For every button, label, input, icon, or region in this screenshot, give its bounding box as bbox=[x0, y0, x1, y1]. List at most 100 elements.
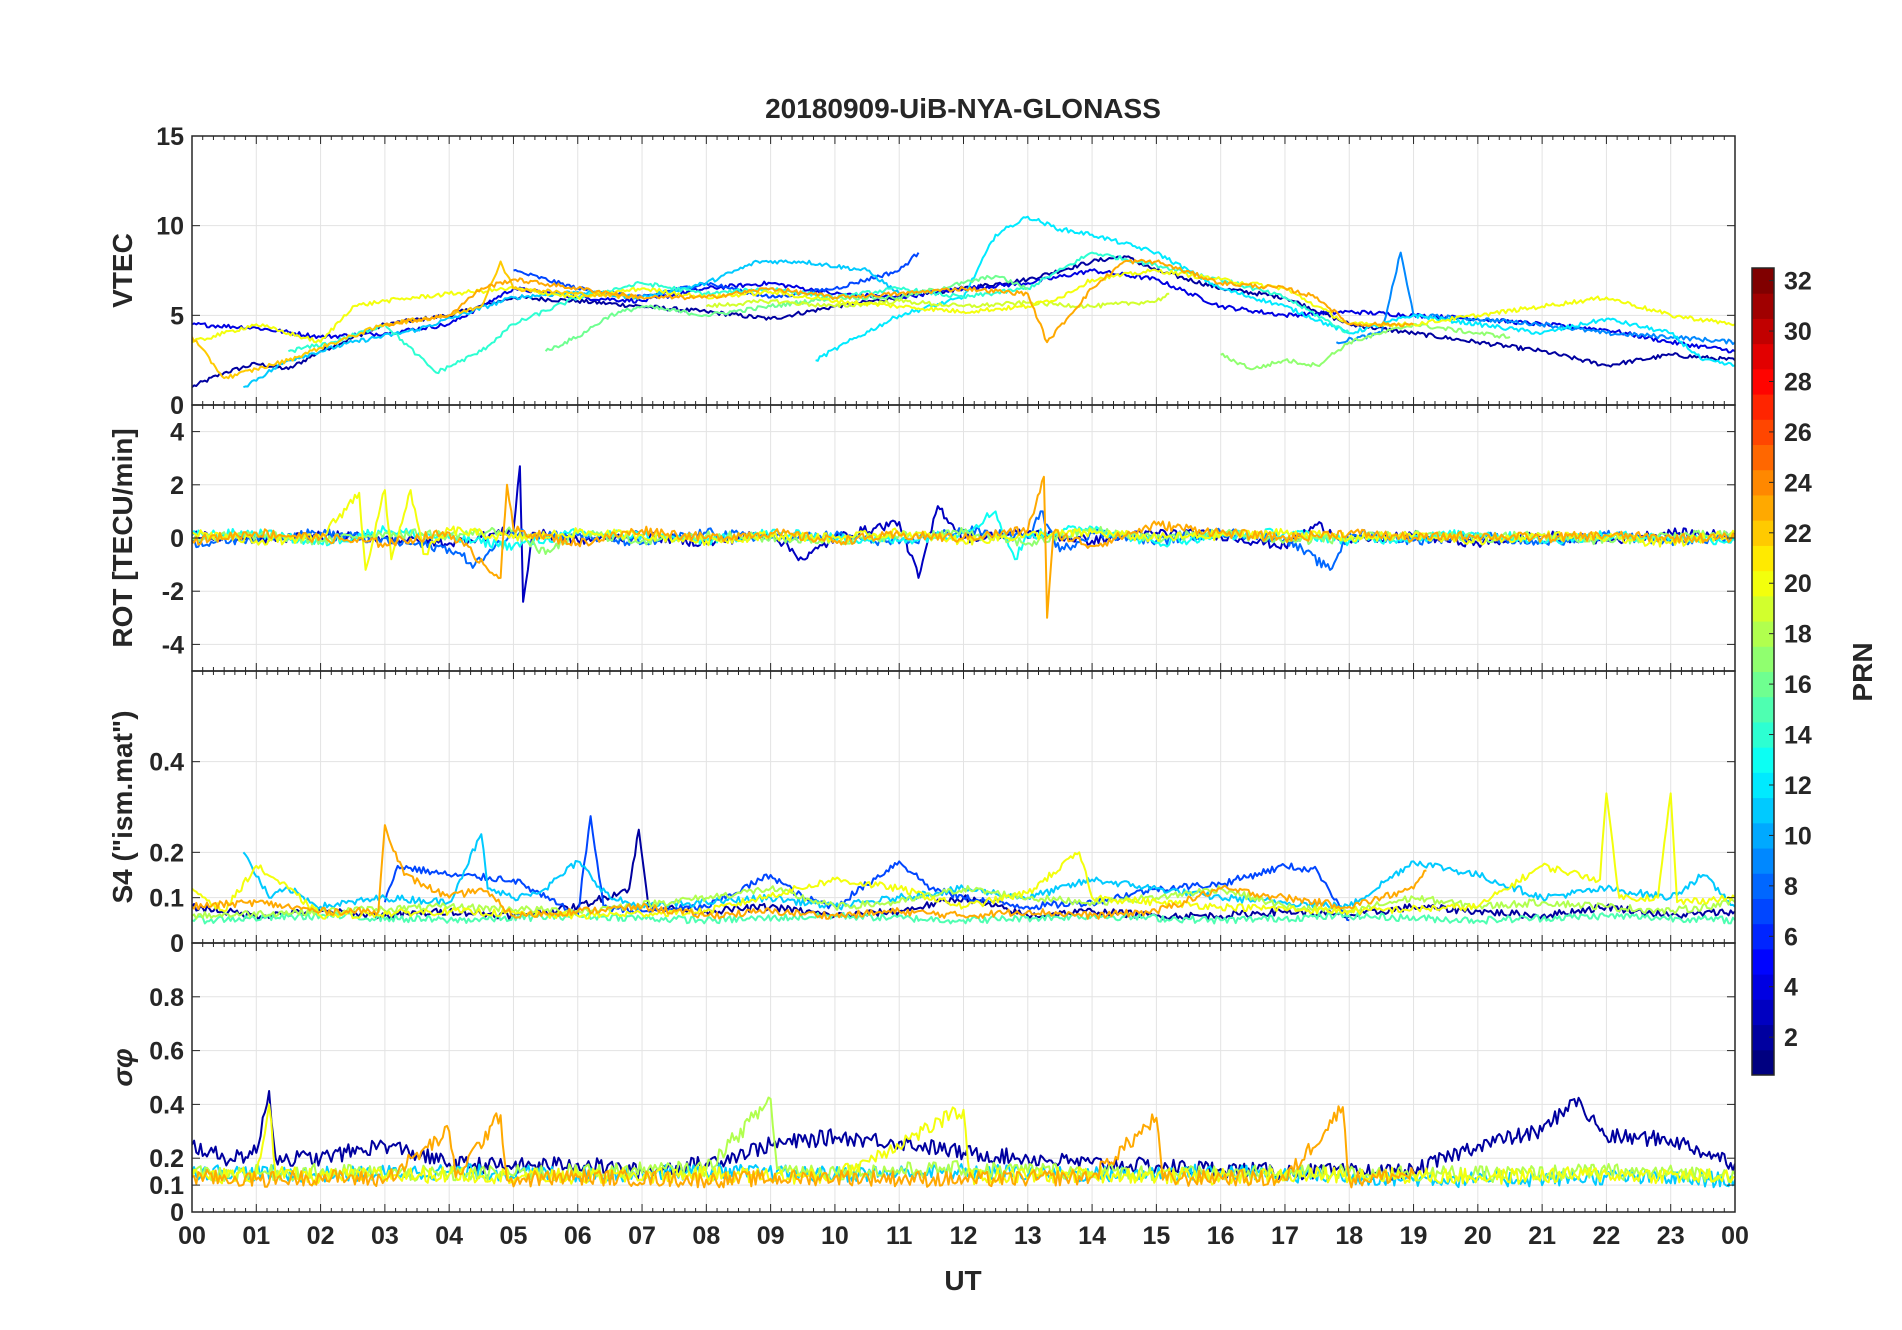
x-tick-label: 23 bbox=[1657, 1222, 1685, 1250]
colorbar-bin-prn-11 bbox=[1752, 797, 1774, 824]
colorbar-tick-label: 20 bbox=[1784, 570, 1812, 598]
x-tick-label: 10 bbox=[821, 1222, 849, 1250]
series-line-prn-23 bbox=[192, 475, 1735, 619]
y-tick-label: 0.4 bbox=[149, 749, 184, 777]
x-tick-label: 07 bbox=[628, 1222, 656, 1250]
colorbar-bin-prn-22 bbox=[1752, 520, 1774, 546]
series-line-prn-23 bbox=[192, 1105, 1415, 1189]
colorbar-bin-prn-19 bbox=[1752, 595, 1774, 622]
y-axis-label-vtec: VTEC bbox=[107, 233, 138, 308]
colorbar-bin-prn-28 bbox=[1752, 368, 1774, 395]
colorbar-bin-prn-2 bbox=[1752, 1024, 1774, 1051]
colorbar-tick-label: 30 bbox=[1784, 318, 1812, 346]
panel-sigma_phi: 00.10.2 0.4 0.6 0.8 σφ 00 01 02 03 04 05 06 07 08 09 10… bbox=[107, 942, 1749, 1250]
y-tick-label: 0.6 bbox=[149, 1038, 184, 1066]
panel-rot: -4 -2 0 2 4 ROT [TECU/min] bbox=[107, 404, 1736, 672]
x-tick-label: 14 bbox=[1078, 1222, 1106, 1250]
colorbar-tick-label: 10 bbox=[1784, 822, 1812, 850]
x-tick-label: 12 bbox=[950, 1222, 978, 1250]
x-tick-label: 19 bbox=[1400, 1222, 1428, 1250]
x-axis-label: UT bbox=[944, 1265, 981, 1296]
x-tick-label: 11 bbox=[886, 1222, 913, 1250]
colorbar-bin-prn-1 bbox=[1752, 1049, 1774, 1076]
colorbar-tick-label: 6 bbox=[1784, 923, 1798, 951]
y-axis-label-s4: S4 ("ism.mat") bbox=[107, 710, 138, 903]
y-tick-label: 0.4 bbox=[149, 1091, 184, 1119]
y-axis-label-rot: ROT [TECU/min] bbox=[107, 428, 138, 647]
colorbar-frame bbox=[1751, 267, 1775, 1076]
y-tick-label: 0.2 bbox=[149, 1145, 184, 1173]
x-tick-label: 16 bbox=[1207, 1222, 1235, 1250]
x-tick-label: 13 bbox=[1014, 1222, 1042, 1250]
colorbar-bin-prn-23 bbox=[1752, 494, 1774, 521]
y-tick-label: 0 bbox=[170, 525, 184, 553]
colorbar-bin-prn-29 bbox=[1752, 343, 1774, 370]
panel-s4: 0 0.1 0.2 0.4 S4 ("ism.mat") bbox=[107, 670, 1736, 958]
series-line-prn-7 bbox=[383, 815, 1350, 922]
colorbar-bin-prn-27 bbox=[1752, 394, 1774, 420]
x-tick-label: 00 bbox=[1721, 1222, 1749, 1250]
colorbar-tick-label: 22 bbox=[1784, 520, 1812, 548]
colorbar-bin-prn-15 bbox=[1752, 696, 1774, 723]
colorbar-bin-prn-7 bbox=[1752, 898, 1774, 925]
series-line-prn-20 bbox=[192, 1103, 1735, 1186]
x-tick-label: 01 bbox=[242, 1222, 270, 1250]
y-tick-label: -2 bbox=[162, 578, 184, 606]
colorbar-tick-label: 8 bbox=[1784, 873, 1798, 901]
colorbar-bin-prn-3 bbox=[1752, 999, 1774, 1026]
x-tick-label: 05 bbox=[500, 1222, 528, 1250]
y-tick-label: 0 bbox=[170, 392, 184, 420]
series-line-prn-11 bbox=[243, 259, 901, 389]
colorbar-bin-prn-25 bbox=[1752, 444, 1774, 471]
colorbar-tick-label: 16 bbox=[1784, 671, 1812, 699]
y-tick-label: 0 bbox=[170, 930, 184, 958]
series-line-prn-2 bbox=[192, 1090, 1735, 1181]
series-line-prn-15 bbox=[192, 911, 1735, 925]
series-line-prn-20 bbox=[192, 792, 1735, 920]
colorbar-tick-label: 28 bbox=[1784, 368, 1812, 396]
y-tick-label: 0.8 bbox=[149, 984, 184, 1012]
series-group-vtec bbox=[192, 215, 1735, 389]
y-axis-label-sigma_phi: σφ bbox=[107, 1048, 138, 1086]
y-tick-label: 10 bbox=[156, 213, 184, 241]
colorbar-bin-prn-5 bbox=[1752, 948, 1774, 975]
x-tick-label: 08 bbox=[692, 1222, 720, 1250]
colorbar-bin-prn-18 bbox=[1752, 621, 1774, 647]
colorbar-tick-label: 12 bbox=[1784, 772, 1812, 800]
x-tick-label: 21 bbox=[1528, 1222, 1556, 1250]
colorbar-bin-prn-13 bbox=[1752, 747, 1774, 773]
series-line-prn-20 bbox=[192, 489, 1735, 571]
colorbar-bin-prn-24 bbox=[1752, 469, 1774, 496]
colorbar-tick-label: 32 bbox=[1784, 268, 1812, 296]
x-tick-label: 00 bbox=[178, 1222, 206, 1250]
series-group-rot bbox=[192, 465, 1735, 619]
x-tick-label: 20 bbox=[1464, 1222, 1492, 1250]
x-ticks-sigma_phi bbox=[191, 943, 1736, 1212]
y-tick-label: 0.2 bbox=[149, 839, 184, 867]
colorbar-bin-prn-14 bbox=[1752, 721, 1774, 748]
colorbar-bin-prn-10 bbox=[1752, 822, 1774, 849]
chart-title: 20180909-UiB-NYA-GLONASS bbox=[765, 93, 1161, 124]
x-tick-label: 22 bbox=[1593, 1222, 1621, 1250]
colorbar-tick-label: 24 bbox=[1784, 469, 1812, 497]
colorbar-bin-prn-31 bbox=[1752, 293, 1774, 319]
colorbar-bin-prn-4 bbox=[1752, 974, 1774, 1000]
series-line-prn-19 bbox=[705, 292, 1170, 309]
series-line-prn-23 bbox=[384, 258, 1414, 344]
x-tick-label: 09 bbox=[757, 1222, 785, 1250]
colorbar-tick-label: 18 bbox=[1784, 621, 1812, 649]
colorbar-bin-prn-12 bbox=[1752, 772, 1774, 799]
colorbar-tick-label: 14 bbox=[1784, 722, 1812, 750]
x-tick-label: 04 bbox=[435, 1222, 463, 1250]
colorbar-bin-prn-20 bbox=[1752, 570, 1774, 597]
colorbar-bin-prn-17 bbox=[1752, 646, 1774, 672]
x-tick-label: 17 bbox=[1271, 1222, 1299, 1250]
colorbar-bin-prn-6 bbox=[1752, 923, 1774, 950]
y-tick-label: 4 bbox=[170, 419, 184, 447]
series-line-prn-20 bbox=[192, 268, 1735, 344]
series-line-prn-9 bbox=[1335, 251, 1735, 346]
series-line-prn-17 bbox=[1220, 323, 1511, 371]
y-tick-label: -4 bbox=[162, 631, 184, 659]
y-tick-label: 15 bbox=[156, 123, 184, 151]
